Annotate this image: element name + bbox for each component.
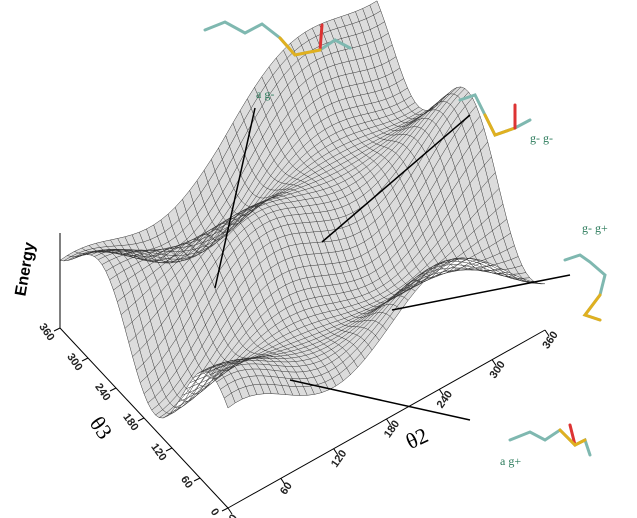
x-tick-label: 60 — [278, 480, 295, 497]
x-tick-label: 120 — [329, 448, 349, 470]
y-axis-label: θ3 — [85, 412, 118, 444]
tick-mark — [166, 448, 172, 451]
tick-mark — [54, 328, 60, 331]
x-axis-label: θ2 — [402, 422, 432, 454]
y-tick-label: 60 — [178, 474, 195, 491]
chart: a g- g- g- g- g+ a g+ Energy θ2 θ3 0 60 12… — [0, 0, 637, 518]
annotation: g- g+ — [582, 221, 608, 235]
surface — [60, 1, 545, 418]
molecule — [510, 425, 590, 455]
x-tick-label: 300 — [488, 359, 508, 381]
x-tick-label: 240 — [435, 389, 455, 411]
x-tick-label: 360 — [540, 329, 560, 351]
z-axis-label: Energy — [12, 241, 38, 297]
tick-mark — [110, 388, 116, 391]
y-tick-label: 360 — [36, 321, 56, 343]
x-tick-label: 180 — [382, 418, 402, 440]
annotation: g- g- — [530, 131, 553, 145]
molecule — [565, 255, 605, 320]
page: {"chart_data": {"type": "surface", "xlab… — [0, 0, 637, 518]
y-tick-label: 120 — [148, 441, 168, 463]
annotation: a g+ — [500, 454, 521, 468]
y-tick-label: 300 — [64, 351, 84, 373]
y-tick-label: 0 — [208, 506, 221, 518]
tick-mark — [222, 508, 228, 511]
tick-mark — [138, 418, 144, 421]
y-tick-label: 180 — [120, 411, 140, 433]
mesh — [60, 1, 545, 418]
annotation: a g- — [256, 87, 274, 101]
tick-mark — [82, 358, 88, 361]
y-tick-label: 240 — [92, 381, 112, 403]
tick-mark — [194, 478, 200, 481]
x-tick-label: 0 — [227, 512, 240, 518]
